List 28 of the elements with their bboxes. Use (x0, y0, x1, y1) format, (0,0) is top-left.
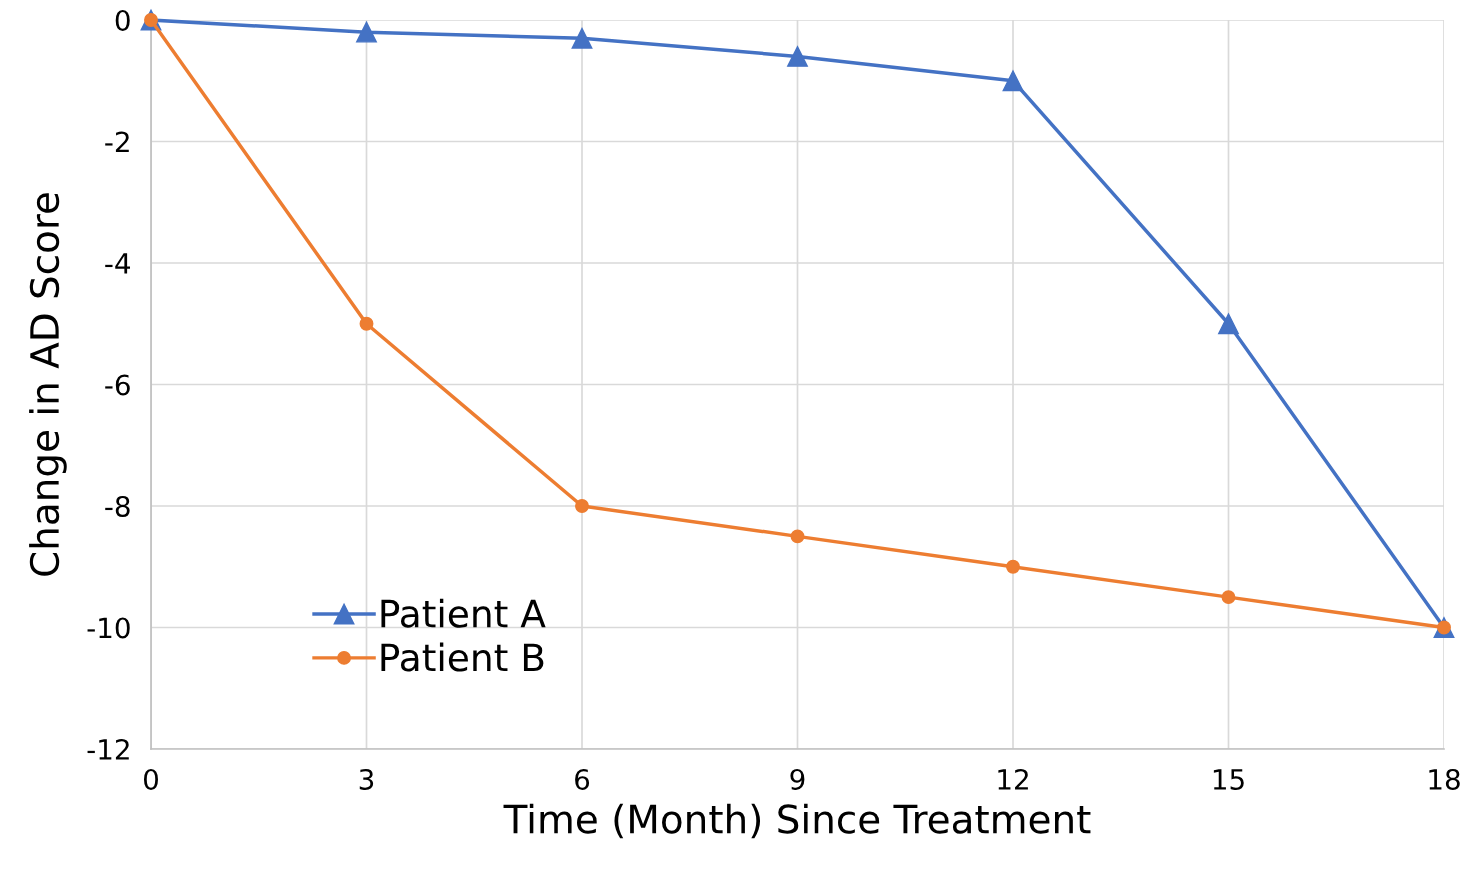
x-tick-label: 3 (359, 768, 374, 790)
y-tick-label: -4 (105, 253, 130, 274)
y-axis-title: Change in AD Score (29, 193, 67, 576)
point (359, 316, 374, 331)
legend-label: Patient B (381, 642, 544, 672)
point (787, 46, 808, 67)
point (575, 499, 589, 513)
x-tick-label: 12 (998, 768, 1028, 790)
y-tick-label: -10 (87, 617, 130, 639)
x-tick-label: 15 (1213, 769, 1244, 790)
point (356, 21, 377, 43)
point (1221, 590, 1236, 605)
legend-label: Patient A (381, 598, 546, 628)
x-tick-label: 9 (790, 768, 805, 790)
x-tick-label: 18 (1429, 768, 1460, 790)
y-tick-label: -2 (105, 131, 129, 153)
x-tick-label: 6 (575, 768, 590, 790)
y-tick-label: -8 (105, 495, 130, 517)
point (1218, 313, 1239, 335)
x-tick-label: 0 (143, 768, 158, 790)
point (571, 27, 593, 49)
x-axis-title: Time (Month) Since Treatment (503, 803, 1091, 839)
y-tick-label: 0 (115, 9, 130, 31)
point (790, 529, 805, 544)
y-tick-label: -12 (87, 738, 129, 760)
point (1002, 70, 1024, 92)
y-tick-label: -6 (105, 374, 130, 396)
point (1006, 559, 1020, 574)
